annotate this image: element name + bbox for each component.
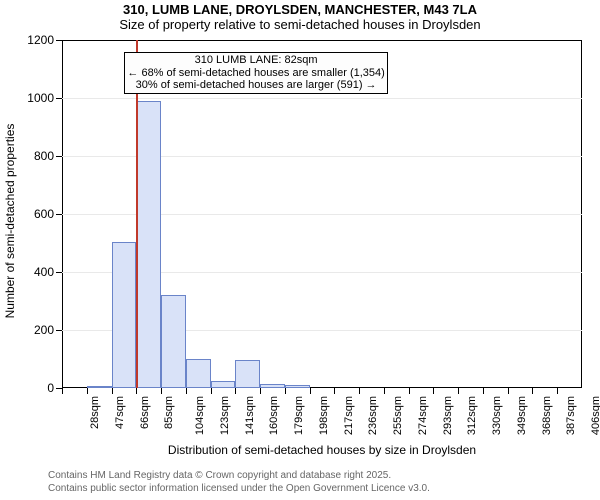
chart-subtitle: Size of property relative to semi-detach… (0, 17, 600, 32)
histogram-bar (260, 384, 285, 388)
y-axis-label: Number of semi-detached properties (3, 47, 17, 395)
x-tick-label: 179sqm (293, 396, 305, 435)
x-tick-mark (557, 388, 558, 394)
y-tick-mark (56, 156, 62, 157)
y-tick-label: 1200 (27, 33, 54, 47)
x-tick-mark (310, 388, 311, 394)
y-tick-mark (56, 272, 62, 273)
histogram-bar (235, 360, 260, 388)
grid-line (62, 98, 582, 99)
y-tick-label: 1000 (27, 91, 54, 105)
histogram-bar (112, 242, 137, 388)
footer-copyright-1: Contains HM Land Registry data © Crown c… (48, 470, 391, 481)
footer-copyright-2: Contains public sector information licen… (48, 483, 430, 494)
property-size-chart: 310, LUMB LANE, DROYLSDEN, MANCHESTER, M… (0, 0, 600, 500)
x-tick-label: 47sqm (114, 396, 126, 429)
x-tick-mark (483, 388, 484, 394)
x-tick-mark (136, 388, 137, 394)
x-tick-mark (112, 388, 113, 394)
x-tick-label: 104sqm (194, 396, 206, 435)
histogram-bar (211, 381, 236, 388)
y-tick-mark (56, 214, 62, 215)
x-tick-mark (161, 388, 162, 394)
histogram-bar (161, 295, 186, 388)
x-tick-label: 217sqm (343, 396, 355, 435)
plot-area: 02004006008001000120028sqm47sqm66sqm85sq… (62, 40, 582, 388)
x-tick-mark (532, 388, 533, 394)
x-tick-mark (458, 388, 459, 394)
x-tick-label: 66sqm (139, 396, 151, 429)
x-tick-label: 312sqm (467, 396, 479, 435)
x-tick-label: 274sqm (417, 396, 429, 435)
x-tick-mark (334, 388, 335, 394)
x-tick-label: 406sqm (590, 396, 600, 435)
x-tick-label: 198sqm (318, 396, 330, 435)
annotation-line: 30% of semi-detached houses are larger (… (127, 79, 384, 92)
x-tick-mark (186, 388, 187, 394)
histogram-bar (136, 101, 161, 388)
x-tick-mark (384, 388, 385, 394)
x-tick-mark (235, 388, 236, 394)
y-tick-label: 800 (34, 149, 54, 163)
x-tick-mark (285, 388, 286, 394)
chart-title-address: 310, LUMB LANE, DROYLSDEN, MANCHESTER, M… (0, 0, 600, 17)
x-tick-mark (62, 388, 63, 394)
x-tick-label: 85sqm (163, 396, 175, 429)
histogram-bar (87, 386, 112, 388)
x-tick-label: 368sqm (541, 396, 553, 435)
x-tick-label: 28sqm (89, 396, 101, 429)
histogram-bar (285, 385, 310, 388)
x-tick-mark (359, 388, 360, 394)
x-tick-mark (260, 388, 261, 394)
y-tick-label: 600 (34, 207, 54, 221)
x-tick-label: 236sqm (368, 396, 380, 435)
y-tick-label: 0 (47, 381, 54, 395)
y-tick-label: 200 (34, 323, 54, 337)
x-tick-label: 387sqm (566, 396, 578, 435)
x-tick-mark (508, 388, 509, 394)
annotation-line: ← 68% of semi-detached houses are smalle… (127, 67, 384, 80)
x-tick-label: 330sqm (491, 396, 503, 435)
x-tick-label: 255sqm (392, 396, 404, 435)
x-tick-mark (211, 388, 212, 394)
annotation-box: 310 LUMB LANE: 82sqm← 68% of semi-detach… (124, 52, 387, 94)
x-tick-label: 349sqm (516, 396, 528, 435)
y-tick-mark (56, 98, 62, 99)
y-tick-mark (56, 40, 62, 41)
y-tick-mark (56, 330, 62, 331)
x-tick-label: 123sqm (219, 396, 231, 435)
x-tick-label: 160sqm (268, 396, 280, 435)
x-tick-label: 293sqm (442, 396, 454, 435)
histogram-bar (186, 359, 211, 388)
x-tick-mark (87, 388, 88, 394)
x-axis-label: Distribution of semi-detached houses by … (62, 443, 582, 457)
x-tick-label: 141sqm (244, 396, 256, 435)
annotation-line: 310 LUMB LANE: 82sqm (127, 54, 384, 67)
y-tick-label: 400 (34, 265, 54, 279)
x-tick-mark (409, 388, 410, 394)
x-tick-mark (433, 388, 434, 394)
